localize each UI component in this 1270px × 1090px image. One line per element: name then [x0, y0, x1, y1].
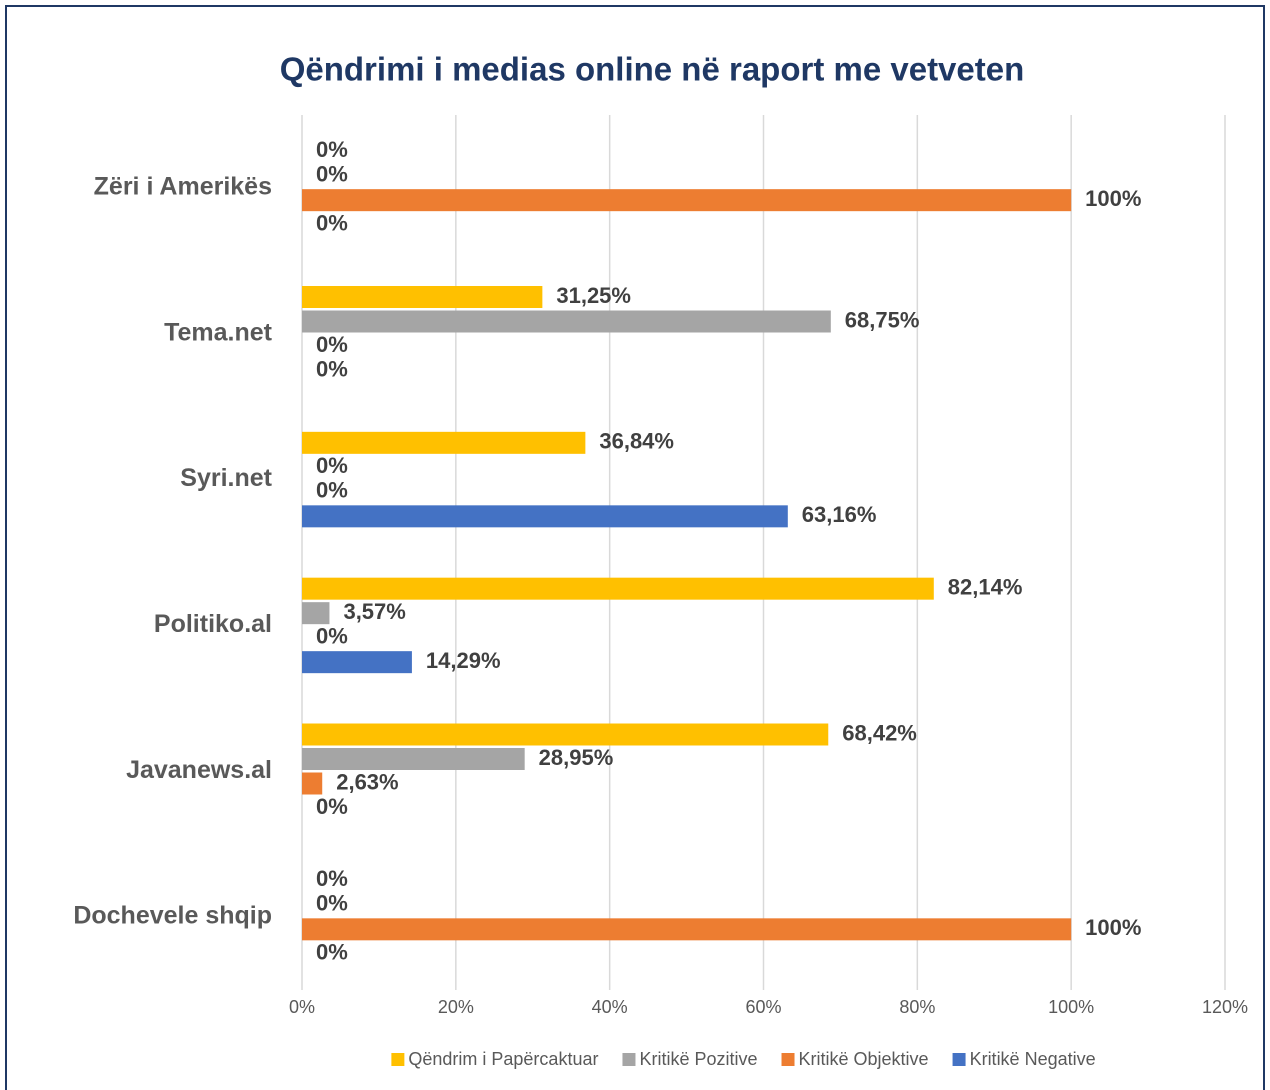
bar [302, 748, 525, 770]
bar [302, 772, 323, 795]
data-label: 0% [316, 453, 348, 478]
category-label: Dochevele shqip [73, 902, 272, 930]
x-tick-label: 40% [592, 997, 628, 1017]
legend-label: Qëndrim i Papërcaktuar [408, 1049, 598, 1069]
bar [302, 189, 1072, 212]
chart-title: Qëndrimi i medias online në raport me ve… [280, 51, 1025, 88]
legend-swatch [391, 1053, 405, 1066]
category-label: Tema.net [164, 318, 273, 346]
data-label: 0% [316, 891, 348, 916]
data-label: 0% [316, 356, 348, 381]
x-tick-label: 100% [1048, 997, 1094, 1017]
category-label: Politiko.al [154, 610, 272, 638]
legend-label: Kritikë Negative [970, 1049, 1096, 1069]
data-label: 28,95% [539, 745, 614, 770]
x-tick-label: 60% [745, 997, 781, 1017]
data-label: 0% [316, 623, 348, 648]
bar [302, 723, 829, 746]
legend-swatch [781, 1053, 795, 1066]
data-label: 82,14% [948, 574, 1023, 599]
bar [302, 602, 330, 625]
data-label: 68,42% [842, 720, 917, 745]
category-label: Zëri i Amerikës [94, 173, 272, 201]
data-label: 68,75% [845, 307, 920, 332]
legend-swatch [622, 1053, 636, 1066]
legend-label: Kritikë Pozitive [639, 1049, 757, 1069]
data-label: 0% [316, 332, 348, 357]
data-label: 0% [316, 866, 348, 891]
data-label: 3,57% [343, 599, 405, 624]
data-label: 63,16% [802, 502, 877, 527]
category-label: Javanews.al [126, 756, 272, 784]
bar [302, 286, 543, 308]
data-label: 0% [316, 940, 348, 965]
data-label: 36,84% [599, 429, 674, 454]
frame [5, 5, 1265, 1090]
bar [302, 431, 586, 454]
bar [302, 651, 412, 674]
bar [302, 505, 788, 528]
data-label: 0% [316, 794, 348, 819]
data-label: 2,63% [336, 769, 398, 794]
legend-swatch [952, 1053, 966, 1066]
category-label: Syri.net [180, 464, 272, 492]
data-label: 0% [316, 161, 348, 186]
data-label: 31,25% [556, 283, 631, 308]
bar [302, 577, 934, 600]
data-label: 100% [1085, 915, 1141, 940]
bar [302, 310, 831, 333]
x-tick-label: 20% [438, 997, 474, 1017]
x-tick-label: 120% [1202, 997, 1248, 1017]
x-tick-label: 0% [289, 997, 315, 1017]
bar [302, 918, 1072, 941]
data-label: 100% [1085, 186, 1141, 211]
data-label: 0% [316, 210, 348, 235]
data-label: 0% [316, 137, 348, 162]
x-tick-label: 80% [899, 997, 935, 1017]
data-label: 0% [316, 478, 348, 503]
data-label: 14,29% [426, 648, 501, 673]
legend-label: Kritikë Objektive [799, 1049, 929, 1069]
